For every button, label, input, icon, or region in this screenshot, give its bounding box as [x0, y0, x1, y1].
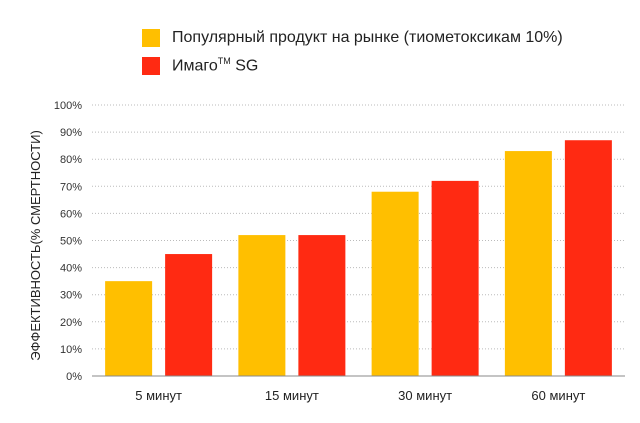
x-tick-label: 30 минут: [398, 388, 452, 403]
y-tick-label: 0%: [66, 371, 82, 383]
y-tick-label: 80%: [60, 154, 82, 166]
legend-swatch-imago: [142, 57, 160, 75]
bar-product: [504, 151, 552, 376]
y-tick-label: 40%: [60, 263, 82, 275]
y-tick-label: 100%: [54, 100, 82, 112]
legend-label-imago: ИмагоTM SG: [172, 56, 259, 75]
y-tick-label: 70%: [60, 181, 82, 193]
legend-item-imago: ИмагоTM SG: [142, 52, 563, 80]
bar-product: [238, 235, 286, 376]
legend: Популярный продукт на рынке (тиометоксик…: [142, 24, 563, 80]
y-tick-label: 90%: [60, 127, 82, 139]
x-tick-label: 15 минут: [265, 388, 319, 403]
y-tick-label: 10%: [60, 344, 82, 356]
legend-item-product: Популярный продукт на рынке (тиометоксик…: [142, 24, 563, 52]
y-tick-label: 20%: [60, 317, 82, 329]
y-tick-label: 50%: [60, 236, 82, 248]
bar-imago: [165, 254, 213, 376]
x-tick-labels: 5 минут 15 минут 30 минут 60 минут: [135, 388, 585, 403]
bar-imago: [431, 180, 479, 376]
y-tick-label: 60%: [60, 208, 82, 220]
x-tick-label: 5 минут: [135, 388, 182, 403]
bars: [105, 140, 612, 376]
bar-product: [371, 191, 419, 376]
bar-product: [105, 281, 153, 376]
y-tick-labels: 0% 10% 20% 30% 40% 50% 60% 70% 80% 90% 100%: [54, 100, 82, 383]
legend-swatch-product: [142, 29, 160, 47]
legend-label-product: Популярный продукт на рынке (тиометоксик…: [172, 29, 563, 46]
y-tick-label: 30%: [60, 290, 82, 302]
bar-imago: [564, 140, 612, 376]
y-axis-label: ЭФФЕКТИВНОСТЬ(% СМЕРТНОСТИ): [28, 130, 43, 361]
x-tick-label: 60 минут: [531, 388, 585, 403]
bar-imago: [298, 235, 346, 376]
